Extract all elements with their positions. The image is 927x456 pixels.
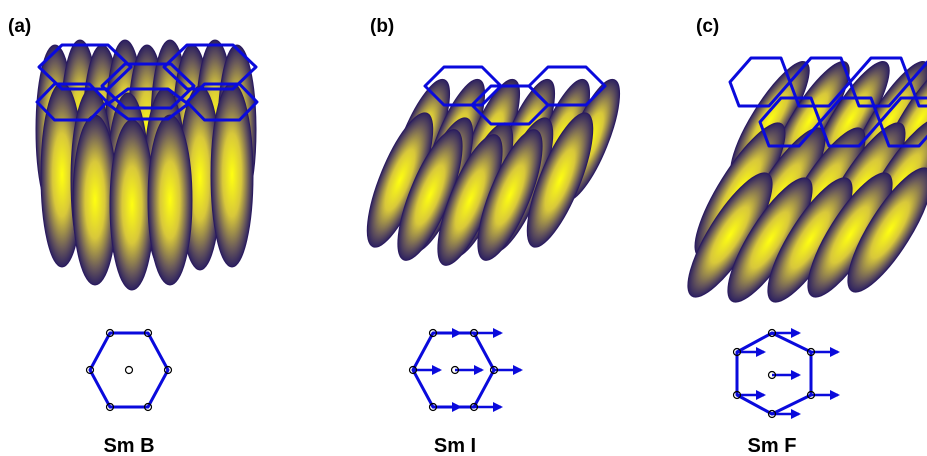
- molecules: [36, 40, 927, 418]
- unit-cell: [90, 333, 168, 407]
- molecule: [148, 115, 192, 285]
- panel-label: (c): [696, 16, 719, 37]
- molecule: [110, 120, 154, 290]
- phase-caption: Sm I: [434, 435, 476, 456]
- panel-label: (b): [370, 16, 394, 37]
- phase-caption: Sm B: [103, 435, 154, 456]
- unit-cell: [737, 333, 811, 414]
- panel-label: (a): [8, 16, 31, 37]
- figure: (a) (b) (c) Sm B Sm I Sm F: [0, 0, 927, 456]
- phase-caption: Sm F: [748, 435, 797, 456]
- lattice-site: [126, 367, 133, 374]
